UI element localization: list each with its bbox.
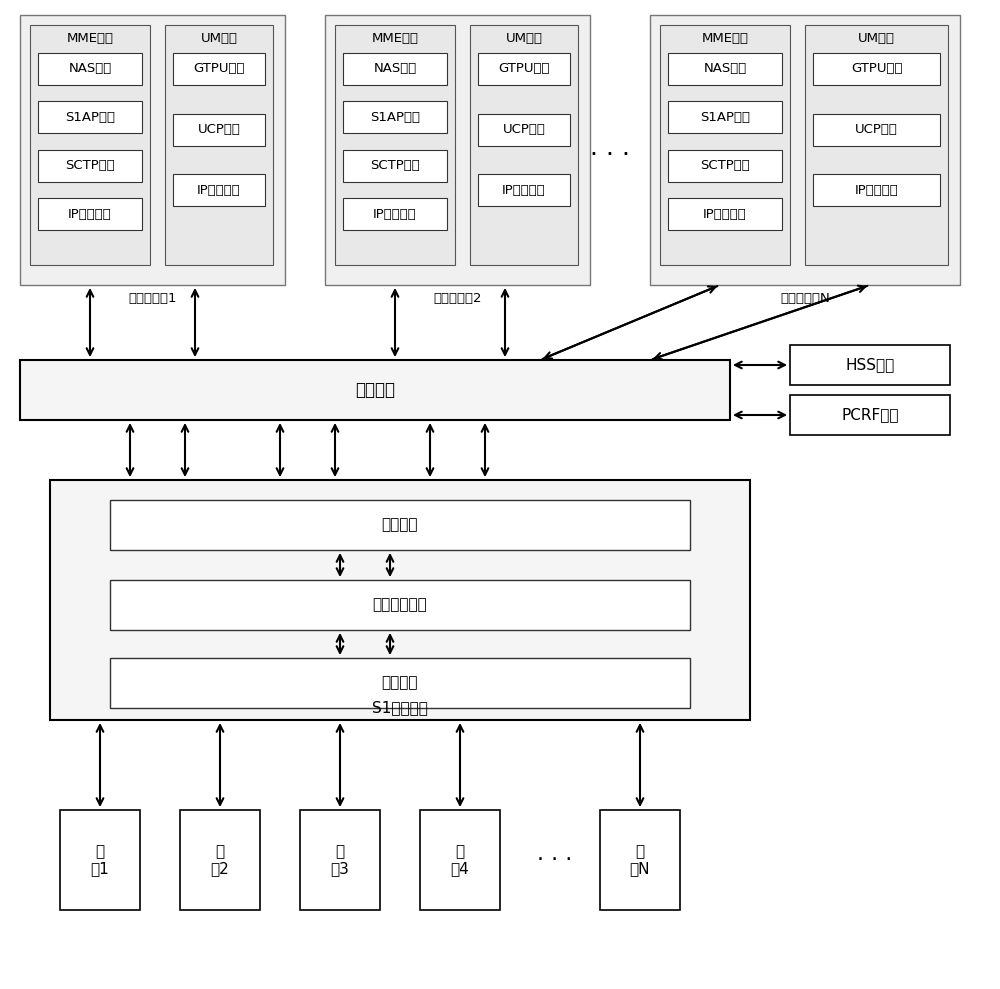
- Bar: [790, 345, 950, 385]
- Text: UM模块: UM模块: [858, 32, 895, 45]
- Bar: [478, 174, 570, 206]
- Text: MME模块: MME模块: [66, 32, 114, 45]
- Bar: [110, 658, 690, 708]
- Bar: [173, 53, 265, 85]
- Text: 发送模块: 发送模块: [382, 517, 418, 532]
- Bar: [38, 102, 142, 134]
- Bar: [813, 174, 940, 206]
- Bar: [38, 53, 142, 85]
- Text: UCP模块: UCP模块: [198, 123, 240, 136]
- Bar: [343, 198, 447, 230]
- Bar: [20, 360, 730, 420]
- Bar: [343, 53, 447, 85]
- Text: IP信令模块: IP信令模块: [703, 208, 747, 221]
- Text: MME模块: MME模块: [702, 32, 748, 45]
- Bar: [668, 198, 782, 230]
- Bar: [335, 25, 455, 265]
- Text: IP信令模块: IP信令模块: [68, 208, 112, 221]
- Text: IP数据模块: IP数据模块: [197, 184, 241, 197]
- Bar: [30, 25, 150, 265]
- Bar: [38, 198, 142, 230]
- Bar: [325, 15, 590, 285]
- Bar: [420, 810, 500, 910]
- Bar: [805, 25, 948, 265]
- Text: 模拟核心网2: 模拟核心网2: [433, 293, 482, 306]
- Bar: [38, 149, 142, 182]
- Bar: [660, 25, 790, 265]
- Bar: [478, 114, 570, 145]
- Bar: [343, 149, 447, 182]
- Text: SCTP模块: SCTP模块: [700, 159, 750, 172]
- Bar: [343, 102, 447, 134]
- Text: S1AP模块: S1AP模块: [370, 111, 420, 124]
- Text: GTPU模块: GTPU模块: [498, 62, 550, 75]
- Text: IP信令模块: IP信令模块: [373, 208, 417, 221]
- Text: MME模块: MME模块: [372, 32, 418, 45]
- Bar: [60, 810, 140, 910]
- Bar: [50, 480, 750, 720]
- Bar: [300, 810, 380, 910]
- Bar: [813, 53, 940, 85]
- Text: IP数据模块: IP数据模块: [855, 184, 898, 197]
- Text: 基
站1: 基 站1: [91, 844, 109, 876]
- Text: PCRF模块: PCRF模块: [841, 407, 899, 422]
- Bar: [180, 810, 260, 910]
- Bar: [790, 395, 950, 435]
- Text: · · ·: · · ·: [537, 850, 573, 870]
- Text: 基
站4: 基 站4: [451, 844, 469, 876]
- Text: · · ·: · · ·: [590, 143, 630, 167]
- Text: SCTP模块: SCTP模块: [370, 159, 420, 172]
- Text: IP数据模块: IP数据模块: [502, 184, 546, 197]
- Text: 基
站2: 基 站2: [211, 844, 229, 876]
- Bar: [165, 25, 273, 265]
- Text: 基
站3: 基 站3: [331, 844, 349, 876]
- Bar: [668, 102, 782, 134]
- Text: UCP模块: UCP模块: [855, 123, 898, 136]
- Text: UM模块: UM模块: [200, 32, 238, 45]
- Bar: [600, 810, 680, 910]
- Bar: [813, 114, 940, 145]
- Text: 交换模块: 交换模块: [355, 381, 395, 399]
- Text: 基
站N: 基 站N: [630, 844, 650, 876]
- Text: S1AP模块: S1AP模块: [700, 111, 750, 124]
- Text: SCTP模块: SCTP模块: [65, 159, 115, 172]
- Text: NAS模块: NAS模块: [703, 62, 747, 75]
- Bar: [110, 500, 690, 550]
- Text: S1AP模块: S1AP模块: [65, 111, 115, 124]
- Bar: [20, 15, 285, 285]
- Bar: [478, 53, 570, 85]
- Bar: [650, 15, 960, 285]
- Bar: [668, 53, 782, 85]
- Bar: [470, 25, 578, 265]
- Bar: [668, 149, 782, 182]
- Bar: [110, 580, 690, 630]
- Text: 模拟核心网1: 模拟核心网1: [128, 293, 177, 306]
- Bar: [173, 114, 265, 145]
- Text: HSS模块: HSS模块: [845, 357, 895, 373]
- Text: NAS模块: NAS模块: [373, 62, 417, 75]
- Text: NAS模块: NAS模块: [68, 62, 112, 75]
- Text: GTPU模块: GTPU模块: [851, 62, 902, 75]
- Text: 内部交换模块: 内部交换模块: [373, 597, 427, 612]
- Text: 接收模块: 接收模块: [382, 675, 418, 690]
- Text: S1接口模块: S1接口模块: [372, 700, 428, 715]
- Text: UM模块: UM模块: [506, 32, 542, 45]
- Text: 模拟核心网N: 模拟核心网N: [780, 293, 830, 306]
- Text: GTPU模块: GTPU模块: [193, 62, 245, 75]
- Bar: [173, 174, 265, 206]
- Text: UCP模块: UCP模块: [503, 123, 545, 136]
